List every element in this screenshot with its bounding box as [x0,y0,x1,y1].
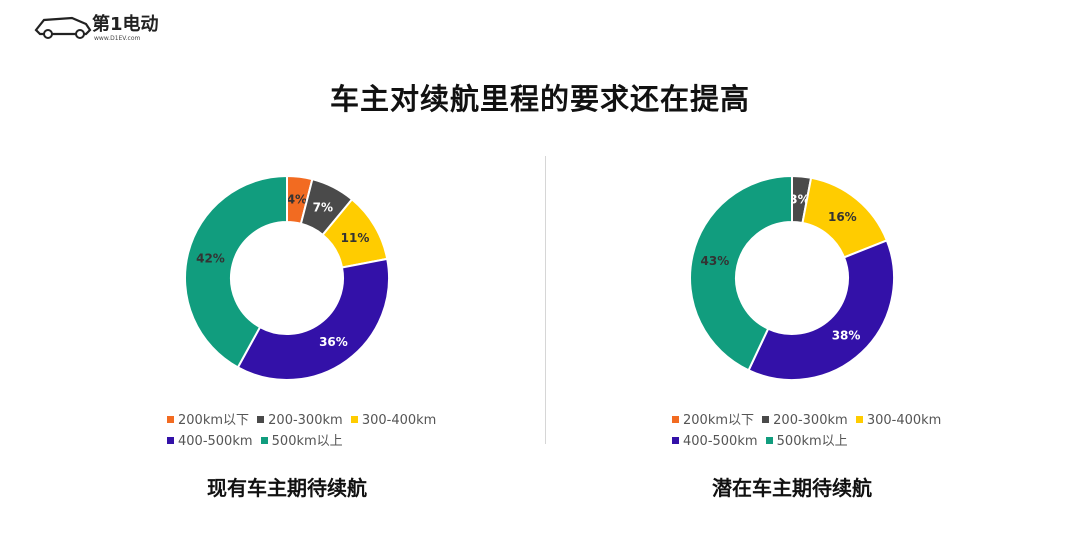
legend-item[interactable]: 200-300km [762,410,848,431]
legend-current: 200km以下 200-300km 300-400km 400-500km 50… [167,410,467,452]
legend-label: 200-300km [268,413,343,428]
legend-label: 200km以下 [683,413,755,428]
legend-row-2: 400-500km 500km以上 [672,431,972,452]
legend-swatch [257,416,265,423]
logo-brand-text: 第1电动 [92,13,159,35]
legend-item[interactable]: 400-500km [167,431,253,452]
legend-label: 400-500km [178,434,253,449]
logo-url-text: www.D1EV.com [94,35,141,42]
legend-label: 400-500km [683,434,758,449]
legend-label: 500km以上 [776,434,848,449]
legend-swatch [167,416,174,423]
chart-title-current: 现有车主期待续航 [207,476,367,500]
legend-row-2: 400-500km 500km以上 [167,431,467,452]
legend-swatch [350,416,358,423]
chart-panel-potential: 0%3%16%38%43% 200km以下 200-300km 300-400k… [572,160,1012,520]
data-label-4: 42% [196,251,225,265]
legend-item[interactable]: 200km以下 [167,410,249,431]
legend-swatch [672,416,679,423]
data-label-3: 38% [832,329,861,343]
legend-swatch [672,437,679,444]
page-title: 车主对续航里程的要求还在提高 [329,82,750,116]
legend-swatch [167,437,174,444]
data-label-3: 36% [319,335,348,349]
legend-item[interactable]: 300-400km [350,410,437,431]
panel-divider [545,156,546,444]
legend-item[interactable]: 400-500km [672,431,758,452]
data-label-4: 43% [701,254,730,268]
legend-label: 300-400km [866,413,942,428]
legend-potential: 200km以下 200-300km 300-400km 400-500km 50… [672,410,972,452]
data-label-1: 3% [789,192,809,206]
data-label-2: 11% [341,231,370,245]
legend-swatch [260,437,268,444]
chart-panel-current: 4% 7% 11% 36% 42% 200km以下 200-300km 300-400k… [67,160,507,520]
legend-swatch [855,416,863,423]
legend-item[interactable]: 200km以下 [672,410,754,431]
donut-segment-4[interactable] [689,174,793,372]
legend-item[interactable]: 500km以上 [765,431,848,452]
data-label-2: 16% [828,210,857,224]
donut-segment-4[interactable] [184,174,288,369]
donut-segment-3[interactable] [236,257,390,381]
legend-swatch [762,416,770,423]
donut-chart-potential: 0%3%16%38%43% [689,174,895,381]
legend-item[interactable]: 300-400km [855,410,942,431]
legend-swatch [765,437,773,444]
legend-label: 200km以下 [178,413,250,428]
legend-item[interactable]: 500km以上 [260,431,343,452]
chart-title-potential: 潜在车主期待续航 [712,476,872,500]
donut-segment-3[interactable] [747,239,895,381]
legend-label: 300-400km [361,413,437,428]
legend-label: 200-300km [773,413,848,428]
legend-row-1: 200km以下 200-300km 300-400km [167,410,467,431]
data-label-0: 4% [287,193,307,207]
legend-item[interactable]: 200-300km [257,410,343,431]
brand-logo: 第1电动 www.D1EV.com [30,4,170,44]
legend-label: 500km以上 [271,434,343,449]
legend-row-1: 200km以下 200-300km 300-400km [672,410,972,431]
donut-chart-current: 4% 7% 11% 36% 42% [184,174,390,381]
data-label-1: 7% [313,201,333,215]
logo-graphic: 第1电动 www.D1EV.com [34,13,159,42]
